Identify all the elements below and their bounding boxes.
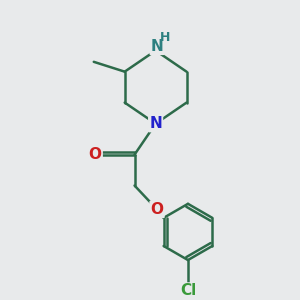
Text: H: H (160, 32, 171, 44)
Text: N: N (151, 39, 164, 54)
Text: O: O (89, 147, 102, 162)
Text: Cl: Cl (180, 284, 196, 298)
Text: N: N (149, 116, 162, 131)
Text: O: O (151, 202, 164, 217)
